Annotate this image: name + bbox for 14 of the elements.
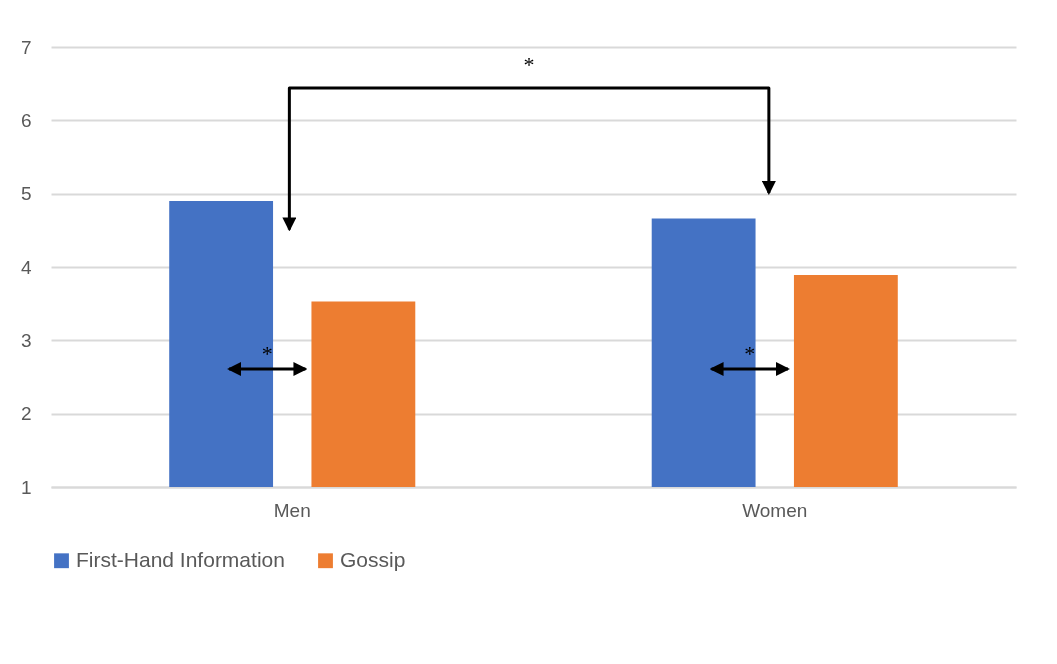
annotation: * xyxy=(523,52,535,77)
annotation: * xyxy=(744,341,756,366)
y-tick-label: 5 xyxy=(20,183,32,205)
y-tick-label: 4 xyxy=(20,256,32,278)
legend-label: First-Hand Information xyxy=(76,547,285,571)
y-tick-label: 6 xyxy=(20,109,32,131)
y-tick-label: 1 xyxy=(20,476,32,498)
y-tick-label: 3 xyxy=(20,329,32,351)
annotation: * xyxy=(261,341,273,366)
x-tick-label: Men xyxy=(273,499,311,521)
y-tick-label: 2 xyxy=(20,403,32,425)
y-tick-label: 7 xyxy=(20,36,32,58)
x-tick-label: Women xyxy=(742,499,808,521)
legend-label: Gossip xyxy=(340,547,406,571)
